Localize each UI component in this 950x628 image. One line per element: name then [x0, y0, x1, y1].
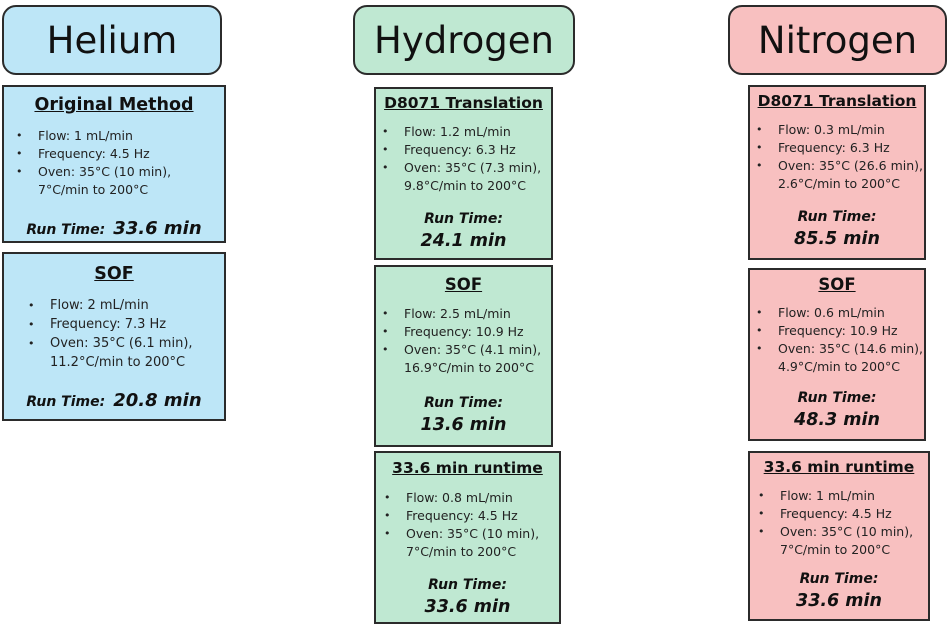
hydrogen-header: Hydrogen	[353, 5, 575, 75]
card-title: Original Method	[34, 95, 194, 115]
flow-item: Flow: 1 mL/min	[14, 127, 224, 145]
helium-original-method-card: Original Method Flow: 1 mL/min Frequency…	[2, 85, 226, 243]
flow-item: Flow: 0.3 mL/min	[754, 121, 926, 139]
card-title: D8071 Translation	[757, 92, 917, 110]
runtime-value: 20.8 min	[113, 390, 202, 411]
frequency-item: Frequency: 6.3 Hz	[380, 141, 552, 159]
runtime-label: Run Time:	[797, 209, 877, 225]
runtime-label: Run Time:	[797, 390, 877, 406]
flow-item: Flow: 2 mL/min	[26, 296, 226, 315]
frequency-item: Frequency: 6.3 Hz	[754, 139, 926, 157]
runtime-label: Run Time:	[424, 211, 503, 227]
bullet-list: Flow: 1 mL/min Frequency: 4.5 Hz Oven: 3…	[14, 127, 224, 199]
hydrogen-sof-card: SOF Flow: 2.5 mL/min Frequency: 10.9 Hz …	[374, 265, 553, 447]
runtime-label: Run Time:	[26, 222, 106, 238]
runtime: Run Time: 85.5 min	[750, 207, 924, 251]
helium-sof-card: SOF Flow: 2 mL/min Frequency: 7.3 Hz Ove…	[2, 252, 226, 421]
oven-item: Oven: 35°C (26.6 min), 2.6°C/min to 200°…	[754, 157, 926, 193]
oven-item: Oven: 35°C (10 min), 7°C/min to 200°C	[382, 525, 562, 561]
runtime-label: Run Time:	[799, 571, 879, 587]
runtime-value: 33.6 min	[796, 591, 882, 611]
runtime-value: 48.3 min	[794, 410, 880, 430]
flow-item: Flow: 0.6 mL/min	[754, 304, 926, 322]
runtime-label: Run Time:	[424, 395, 503, 411]
nitrogen-runtime-match-card: 33.6 min runtime Flow: 1 mL/min Frequenc…	[748, 451, 930, 621]
card-title: SOF	[94, 264, 134, 284]
runtime-label: Run Time:	[428, 577, 507, 593]
helium-header-label: Helium	[46, 18, 178, 62]
runtime-value: 24.1 min	[420, 231, 507, 251]
card-title: SOF	[818, 275, 856, 294]
bullet-list: Flow: 1.2 mL/min Frequency: 6.3 Hz Oven:…	[380, 123, 552, 195]
flow-item: Flow: 2.5 mL/min	[380, 305, 554, 323]
bullet-list: Flow: 0.3 mL/min Frequency: 6.3 Hz Oven:…	[754, 121, 926, 193]
runtime-value: 85.5 min	[794, 229, 880, 249]
runtime-value: 33.6 min	[424, 597, 511, 617]
hydrogen-runtime-match-card: 33.6 min runtime Flow: 0.8 mL/min Freque…	[374, 451, 561, 624]
frequency-item: Frequency: 10.9 Hz	[754, 322, 926, 340]
runtime-value: 13.6 min	[420, 415, 507, 435]
runtime-label: Run Time:	[26, 394, 106, 410]
hydrogen-d8071-translation-card: D8071 Translation Flow: 1.2 mL/min Frequ…	[374, 87, 553, 260]
runtime: Run Time: 33.6 min	[4, 218, 224, 239]
oven-item: Oven: 35°C (14.6 min), 4.9°C/min to 200°…	[754, 340, 926, 376]
bullet-list: Flow: 2.5 mL/min Frequency: 10.9 Hz Oven…	[380, 305, 554, 377]
card-title: 33.6 min runtime	[392, 459, 543, 477]
runtime: Run Time: 33.6 min	[376, 575, 559, 619]
oven-item: Oven: 35°C (6.1 min), 11.2°C/min to 200°…	[26, 334, 226, 372]
runtime: Run Time: 33.6 min	[750, 569, 928, 613]
card-title: D8071 Translation	[384, 94, 543, 112]
bullet-list: Flow: 1 mL/min Frequency: 4.5 Hz Oven: 3…	[756, 487, 931, 559]
frequency-item: Frequency: 7.3 Hz	[26, 315, 226, 334]
runtime: Run Time: 13.6 min	[376, 393, 551, 437]
oven-item: Oven: 35°C (7.3 min), 9.8°C/min to 200°C	[380, 159, 552, 195]
runtime-value: 33.6 min	[113, 218, 202, 239]
bullet-list: Flow: 0.6 mL/min Frequency: 10.9 Hz Oven…	[754, 304, 926, 376]
card-title: 33.6 min runtime	[763, 458, 915, 476]
nitrogen-header: Nitrogen	[728, 5, 947, 75]
bullet-list: Flow: 2 mL/min Frequency: 7.3 Hz Oven: 3…	[26, 296, 226, 372]
flow-item: Flow: 1 mL/min	[756, 487, 931, 505]
nitrogen-sof-card: SOF Flow: 0.6 mL/min Frequency: 10.9 Hz …	[748, 268, 926, 441]
nitrogen-d8071-translation-card: D8071 Translation Flow: 0.3 mL/min Frequ…	[748, 85, 926, 260]
oven-item: Oven: 35°C (10 min), 7°C/min to 200°C	[756, 523, 931, 559]
flow-item: Flow: 0.8 mL/min	[382, 489, 562, 507]
oven-item: Oven: 35°C (4.1 min), 16.9°C/min to 200°…	[380, 341, 554, 377]
runtime: Run Time: 20.8 min	[4, 390, 224, 411]
frequency-item: Frequency: 10.9 Hz	[380, 323, 554, 341]
frequency-item: Frequency: 4.5 Hz	[14, 145, 224, 163]
hydrogen-header-label: Hydrogen	[374, 18, 554, 62]
frequency-item: Frequency: 4.5 Hz	[756, 505, 931, 523]
flow-item: Flow: 1.2 mL/min	[380, 123, 552, 141]
helium-header: Helium	[2, 5, 222, 75]
runtime: Run Time: 24.1 min	[376, 209, 551, 253]
runtime: Run Time: 48.3 min	[750, 388, 924, 432]
frequency-item: Frequency: 4.5 Hz	[382, 507, 562, 525]
card-title: SOF	[444, 275, 483, 294]
bullet-list: Flow: 0.8 mL/min Frequency: 4.5 Hz Oven:…	[382, 489, 562, 561]
nitrogen-header-label: Nitrogen	[757, 18, 918, 62]
oven-item: Oven: 35°C (10 min), 7°C/min to 200°C	[14, 163, 224, 199]
